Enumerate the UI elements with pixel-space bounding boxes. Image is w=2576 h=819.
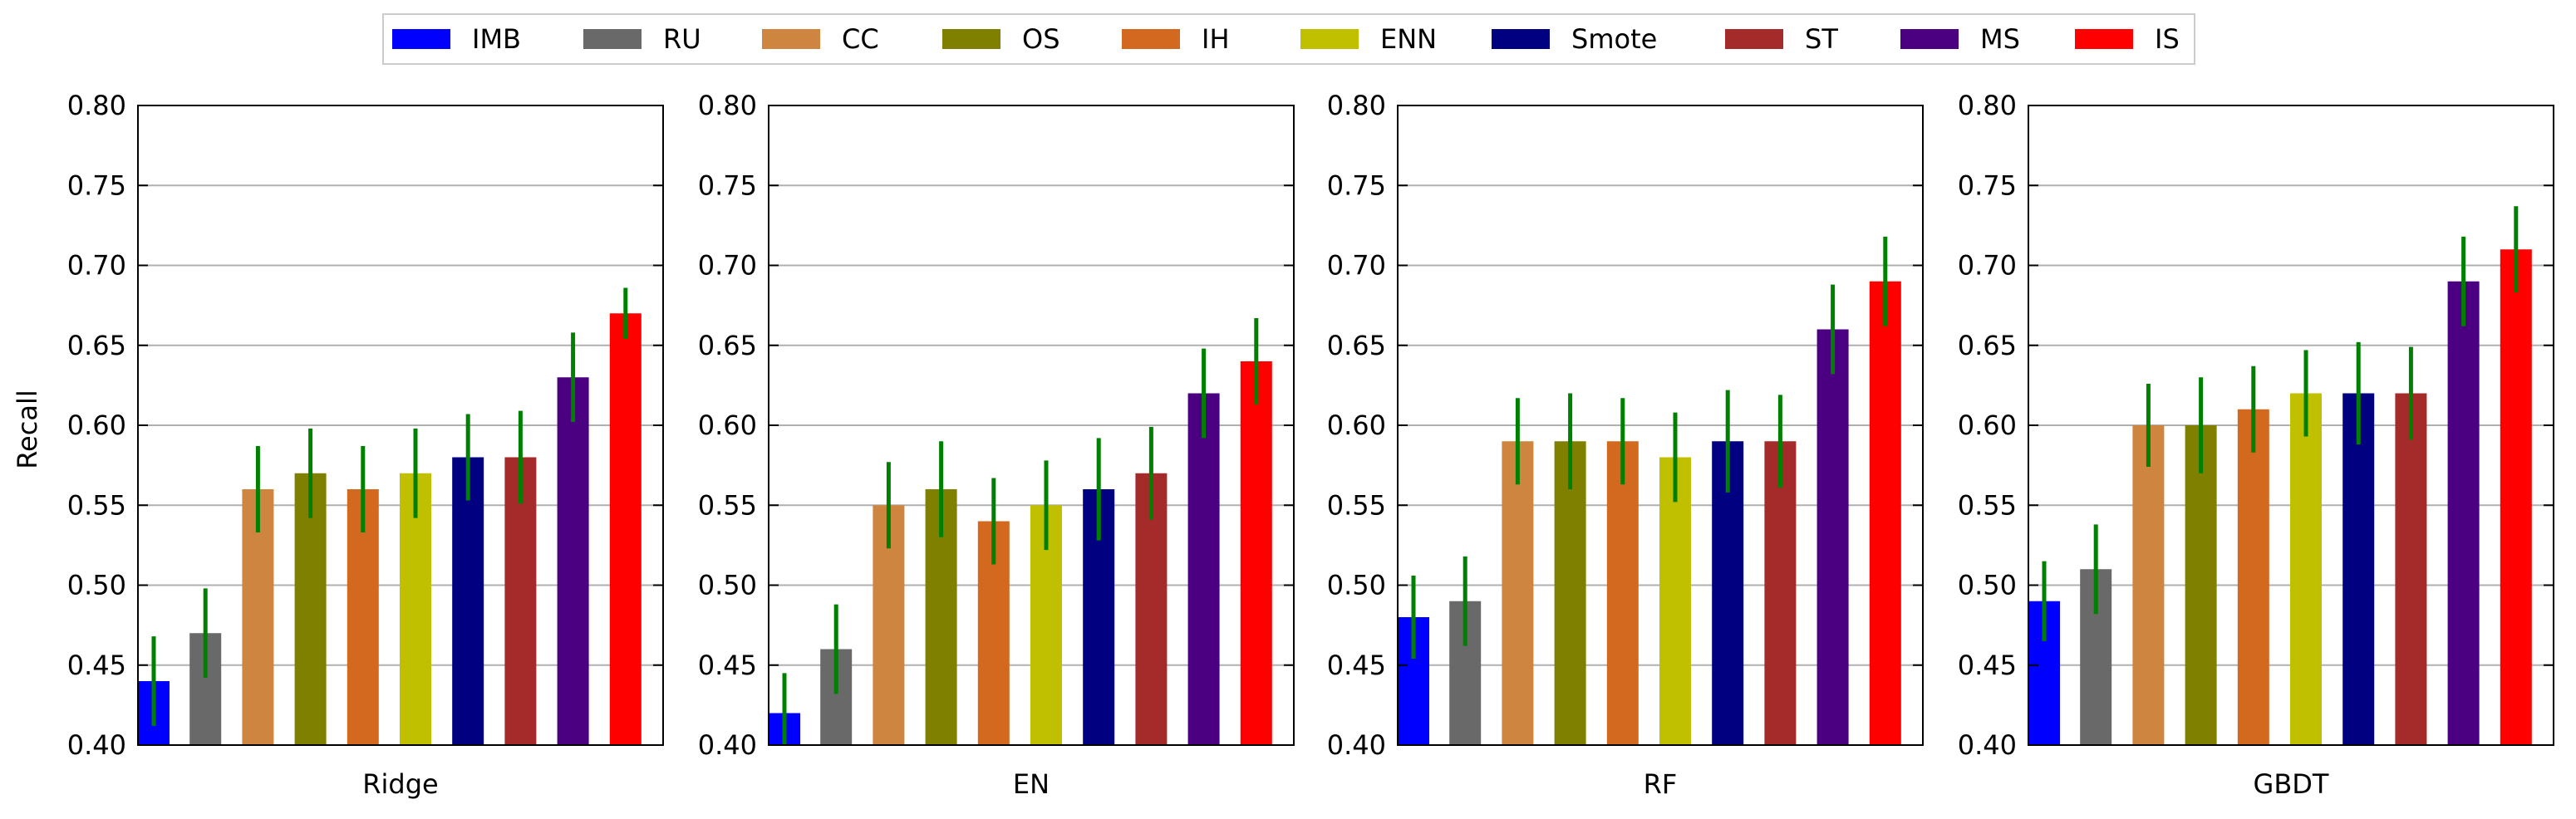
legend-label-ru: RU xyxy=(663,23,701,55)
y-tick-label: 0.45 xyxy=(698,650,757,681)
plot-frame xyxy=(1397,105,1924,746)
y-tick-label: 0.75 xyxy=(67,169,126,201)
bar-is xyxy=(2500,249,2532,745)
bar-smote xyxy=(2342,393,2375,745)
y-tick-label: 0.50 xyxy=(1327,570,1386,601)
legend-swatch-smote xyxy=(1492,29,1550,49)
y-tick-label: 0.75 xyxy=(1958,169,2017,201)
y-tick-label: 0.40 xyxy=(67,729,126,761)
y-tick-label: 0.65 xyxy=(1958,330,2017,361)
legend-swatch-ms xyxy=(1900,29,1959,49)
y-tick-label: 0.75 xyxy=(698,169,757,201)
bar-is xyxy=(609,313,642,745)
bar-is xyxy=(1240,361,1272,745)
bar-ms xyxy=(1816,329,1849,745)
y-tick-label: 0.45 xyxy=(1327,650,1386,681)
plot-frame xyxy=(137,105,664,746)
y-tick-label: 0.80 xyxy=(698,90,757,121)
legend-label-ih: IH xyxy=(1202,23,1230,55)
bar-ih xyxy=(2237,409,2269,745)
bar-ih xyxy=(1606,441,1639,745)
x-axis-label: EN xyxy=(1013,768,1050,800)
legend-label-os: OS xyxy=(1022,23,1060,55)
legend-label-smote: Smote xyxy=(1571,23,1657,55)
y-tick-label: 0.65 xyxy=(67,330,126,361)
bar-os xyxy=(2185,425,2217,745)
y-tick-label: 0.55 xyxy=(1958,489,2017,521)
bar-os xyxy=(294,473,327,745)
legend-swatch-st xyxy=(1725,29,1783,49)
y-axis-label: Recall xyxy=(12,390,43,468)
panel-ridge: 0.40 0.45 0.50 0.55 0.60 0.65 0.70 0.75 0.80 Rid… xyxy=(67,90,664,800)
bar-cc xyxy=(2132,425,2165,745)
legend-label-imb: IMB xyxy=(472,23,521,55)
y-tick-label: 0.75 xyxy=(1327,169,1386,201)
bar-is xyxy=(1869,281,1901,745)
legend: IMB RU CC OS IH ENN Smote ST MS IS xyxy=(382,13,2195,65)
bar-st xyxy=(2395,393,2427,745)
bar-enn xyxy=(2290,393,2322,745)
y-tick-label: 0.55 xyxy=(698,489,757,521)
legend-label-cc: CC xyxy=(842,23,879,55)
panel-rf: 0.40 0.45 0.50 0.55 0.60 0.65 0.70 0.75 0.80 RF xyxy=(1327,90,1924,800)
y-tick-label: 0.60 xyxy=(1327,410,1386,441)
y-tick-label: 0.70 xyxy=(67,250,126,282)
x-axis-label: GBDT xyxy=(2254,768,2329,800)
bar-st xyxy=(504,457,537,745)
bar-ms xyxy=(557,377,589,745)
bar-cc xyxy=(1502,441,1534,745)
y-tick-label: 0.70 xyxy=(1327,250,1386,282)
legend-label-st: ST xyxy=(1805,23,1838,55)
y-tick-label: 0.50 xyxy=(698,570,757,601)
y-tick-label: 0.80 xyxy=(1327,90,1386,121)
legend-frame xyxy=(382,13,2195,65)
plot-frame xyxy=(768,105,1295,746)
y-tick-label: 0.40 xyxy=(1958,729,2017,761)
legend-label-is: IS xyxy=(2155,23,2180,55)
y-tick-label: 0.50 xyxy=(67,570,126,601)
bar-smote xyxy=(452,457,484,745)
bar-ms xyxy=(1187,393,1220,745)
y-tick-label: 0.60 xyxy=(698,410,757,441)
bar-enn xyxy=(400,473,431,745)
legend-swatch-ru xyxy=(583,29,642,49)
y-tick-label: 0.55 xyxy=(1327,489,1386,521)
y-tick-label: 0.80 xyxy=(1958,90,2017,121)
bar-enn xyxy=(1659,457,1691,745)
y-tick-label: 0.60 xyxy=(1958,410,2017,441)
legend-swatch-imb xyxy=(392,29,450,49)
legend-swatch-enn xyxy=(1300,29,1359,49)
legend-swatch-is xyxy=(2075,29,2133,49)
y-tick-label: 0.65 xyxy=(1327,330,1386,361)
plot-frame xyxy=(2028,105,2554,746)
y-tick-label: 0.40 xyxy=(1327,729,1386,761)
bar-os xyxy=(1554,441,1586,745)
legend-swatch-os xyxy=(942,29,1000,49)
panel-en: 0.40 0.45 0.50 0.55 0.60 0.65 0.70 0.75 0.80 EN xyxy=(698,90,1295,800)
y-tick-label: 0.80 xyxy=(67,90,126,121)
panel-gbdt: 0.40 0.45 0.50 0.55 0.60 0.65 0.70 0.75 0.80 GBD… xyxy=(1958,90,2554,800)
legend-swatch-cc xyxy=(762,29,820,49)
legend-swatch-ih xyxy=(1122,29,1180,49)
bar-ms xyxy=(2447,281,2480,745)
y-tick-label: 0.40 xyxy=(698,729,757,761)
y-tick-label: 0.60 xyxy=(67,410,126,441)
y-tick-label: 0.65 xyxy=(698,330,757,361)
bar-st xyxy=(1764,441,1797,745)
legend-label-ms: MS xyxy=(1980,23,2020,55)
legend-label-enn: ENN xyxy=(1380,23,1437,55)
y-tick-label: 0.55 xyxy=(67,489,126,521)
y-tick-label: 0.70 xyxy=(698,250,757,282)
y-tick-label: 0.70 xyxy=(1958,250,2017,282)
x-axis-label: Ridge xyxy=(362,768,438,800)
x-axis-label: RF xyxy=(1644,768,1678,800)
y-tick-label: 0.45 xyxy=(1958,650,2017,681)
y-tick-label: 0.50 xyxy=(1958,570,2017,601)
y-tick-label: 0.45 xyxy=(67,650,126,681)
